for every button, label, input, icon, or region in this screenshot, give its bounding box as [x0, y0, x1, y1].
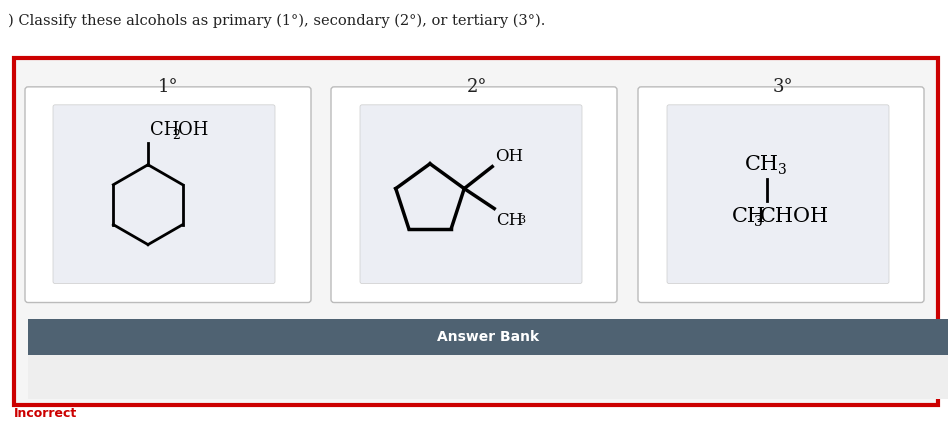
FancyBboxPatch shape [14, 58, 937, 405]
FancyBboxPatch shape [637, 87, 923, 302]
FancyBboxPatch shape [53, 105, 275, 284]
Text: 2°: 2° [466, 78, 486, 96]
Text: Incorrect: Incorrect [14, 407, 77, 420]
FancyBboxPatch shape [25, 87, 310, 302]
Text: 2: 2 [171, 129, 180, 142]
Text: 1°: 1° [157, 78, 178, 96]
Text: Answer Bank: Answer Bank [436, 330, 539, 344]
Text: 3°: 3° [772, 78, 792, 96]
Text: 3: 3 [777, 163, 786, 177]
Text: CH: CH [149, 121, 179, 139]
Text: CHOH: CHOH [759, 206, 828, 226]
Text: 3: 3 [518, 215, 525, 225]
Text: ) Classify these alcohols as primary (1°), secondary (2°), or tertiary (3°).: ) Classify these alcohols as primary (1°… [8, 14, 545, 28]
FancyBboxPatch shape [666, 105, 888, 284]
FancyBboxPatch shape [330, 87, 616, 302]
Text: CH: CH [731, 206, 765, 226]
Text: 3: 3 [753, 215, 762, 229]
FancyBboxPatch shape [28, 355, 947, 399]
Text: OH: OH [178, 121, 208, 139]
FancyBboxPatch shape [28, 320, 947, 355]
Text: CH: CH [496, 212, 523, 229]
Text: CH: CH [744, 155, 778, 174]
FancyBboxPatch shape [360, 105, 582, 284]
Text: OH: OH [495, 148, 523, 165]
